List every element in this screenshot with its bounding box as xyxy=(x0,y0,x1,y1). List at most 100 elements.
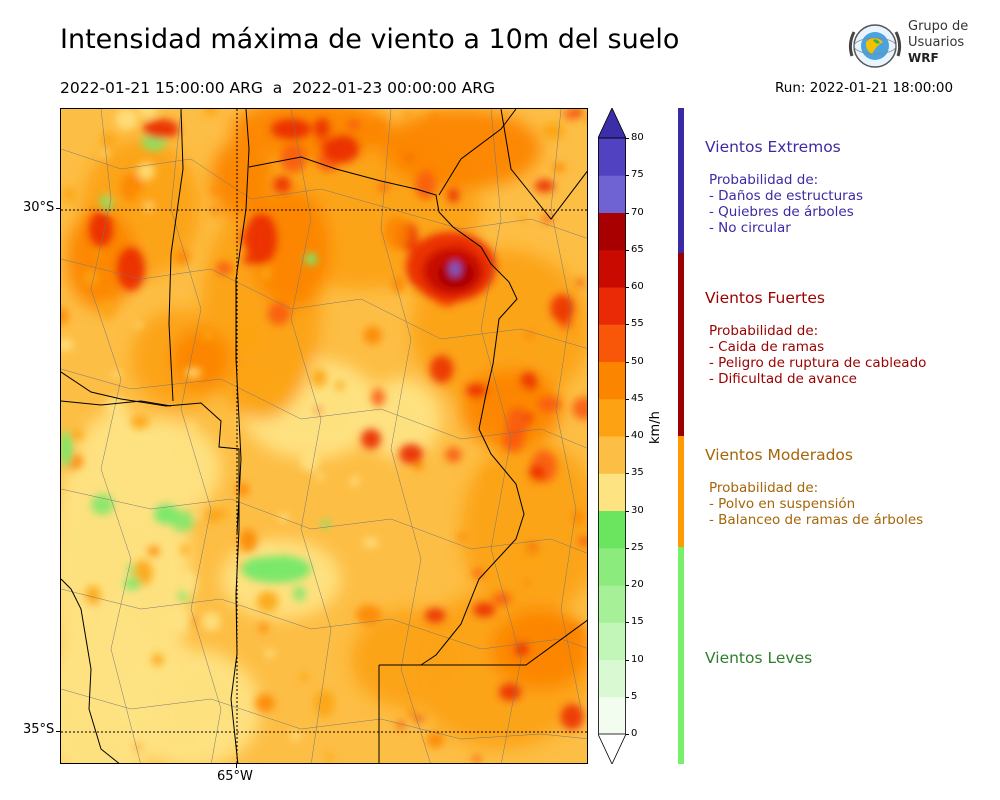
colorbar-tick-mark xyxy=(626,622,629,624)
wind-cell xyxy=(311,368,327,388)
colorbar-tick-label: 30 xyxy=(631,504,644,516)
wind-cell xyxy=(428,113,440,123)
wind-cell xyxy=(188,616,200,627)
colorbar-tick-mark xyxy=(626,398,629,400)
wind-cell xyxy=(104,396,127,417)
wind-cell xyxy=(134,744,142,750)
wind-cell xyxy=(506,407,529,438)
wind-intensity-spots xyxy=(61,109,587,763)
wind-cell xyxy=(424,608,446,623)
wind-cell xyxy=(498,683,522,701)
wind-cell xyxy=(111,413,126,432)
wind-cell xyxy=(314,690,335,718)
wind-cell xyxy=(255,694,275,713)
colorbar-segment xyxy=(598,473,626,511)
desc-line: - No circular xyxy=(709,220,791,236)
colorbar-tick-mark xyxy=(626,547,629,549)
wind-cell xyxy=(472,569,484,578)
wind-cell xyxy=(529,478,537,486)
colorbar-tick-mark xyxy=(626,212,629,214)
lat-tick-30s xyxy=(56,208,60,209)
desc-line: - Caida de ramas xyxy=(709,339,825,355)
wind-cell xyxy=(220,509,229,517)
wind-cell xyxy=(215,261,233,275)
wind-cell xyxy=(429,355,454,383)
colorbar-tick-label: 50 xyxy=(631,355,644,367)
wind-cell xyxy=(239,366,259,382)
wind-cell xyxy=(61,339,74,351)
wind-cell xyxy=(332,252,341,259)
wind-cell xyxy=(121,649,261,763)
desc-line: - Daños de estructuras xyxy=(709,188,864,204)
wind-cell xyxy=(461,369,561,449)
wind-cell xyxy=(426,731,445,748)
desc-line: Probabilidad de: xyxy=(709,323,819,339)
wind-cell xyxy=(245,213,277,265)
colorbar-segment xyxy=(598,622,626,660)
colorbar-tick-label: 20 xyxy=(631,579,644,590)
wind-cell xyxy=(154,504,178,524)
colorbar-segment xyxy=(598,547,626,586)
wind-cell xyxy=(160,446,173,464)
wind-cell xyxy=(371,388,385,407)
wind-cell xyxy=(101,604,126,636)
wind-cell xyxy=(560,704,584,730)
wind-cell xyxy=(585,115,587,122)
run-time: Run: 2022-01-21 18:00:00 xyxy=(775,80,954,96)
wind-cell xyxy=(169,608,190,633)
wind-cell xyxy=(356,604,382,625)
wind-cell xyxy=(519,214,526,223)
colorbar-segment xyxy=(598,361,626,400)
wind-cell xyxy=(68,430,84,440)
wind-cell xyxy=(138,109,158,119)
colorbar-segment xyxy=(598,659,626,698)
colorbar-frame xyxy=(598,137,626,735)
wind-cell xyxy=(197,731,212,747)
colorbar-segment xyxy=(598,324,626,362)
wind-cell xyxy=(242,314,252,325)
wind-cell xyxy=(111,371,122,378)
wind-cell xyxy=(259,264,273,282)
colorbar-tick-mark xyxy=(626,287,629,288)
wind-cell xyxy=(450,262,460,276)
wind-cell xyxy=(180,545,190,555)
category-bar-light xyxy=(678,547,684,764)
wind-cell xyxy=(178,571,198,595)
wind-cell xyxy=(405,154,412,162)
wind-cell xyxy=(278,513,290,522)
wind-cell xyxy=(362,537,379,548)
category-desc-strong: Probabilidad de: - Caida de ramas - Peli… xyxy=(709,323,926,387)
wind-cell xyxy=(143,119,179,139)
colorbar-segment xyxy=(598,510,626,549)
wind-cell xyxy=(572,509,584,525)
wind-cell xyxy=(134,189,157,204)
wind-cell xyxy=(321,519,331,529)
colorbar-tick-label: 15 xyxy=(631,616,644,628)
wind-cell xyxy=(563,109,579,120)
colorbar-tick-mark xyxy=(626,361,629,363)
category-desc-moderate: Probabilidad de: - Polvo en suspensión -… xyxy=(709,480,923,528)
colorbar-tick-mark xyxy=(626,659,629,661)
colorbar-tick-mark xyxy=(626,436,629,437)
desc-line: Probabilidad de: xyxy=(709,172,819,188)
globe-logo-icon xyxy=(848,24,902,68)
wind-cell xyxy=(415,171,436,200)
wind-cell xyxy=(258,622,269,633)
wind-cell xyxy=(492,592,512,606)
wind-cell xyxy=(253,163,270,174)
colorbar-segment xyxy=(598,398,626,437)
wind-cell xyxy=(300,673,309,681)
colorbar-tick-mark xyxy=(626,249,629,251)
colorbar-tick-label: 75 xyxy=(631,169,644,181)
wind-cell xyxy=(236,482,250,497)
wind-cell xyxy=(241,555,311,583)
wind-cell xyxy=(485,470,498,485)
colorbar-segment xyxy=(598,287,626,325)
wind-cell xyxy=(175,249,190,266)
wind-cell xyxy=(351,609,471,709)
category-desc-extreme: Probabilidad de: - Daños de estructuras … xyxy=(709,172,863,236)
wind-cell xyxy=(413,715,424,722)
lat-label-35s: 35°S xyxy=(23,722,55,737)
wind-cell xyxy=(239,529,258,553)
wind-cell xyxy=(537,396,561,412)
